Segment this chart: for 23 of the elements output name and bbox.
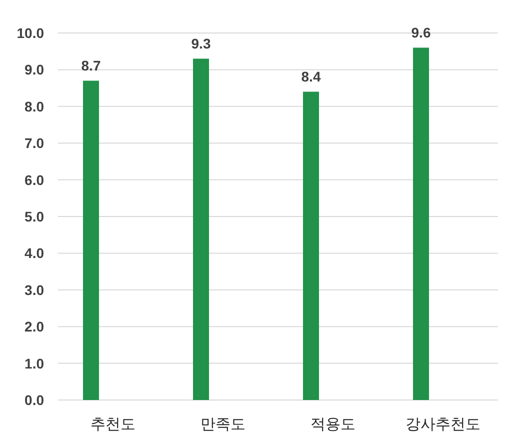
x-tick-label: 추천도 bbox=[90, 416, 136, 433]
data-label: 8.7 bbox=[81, 58, 101, 74]
y-tick-label: 1.0 bbox=[24, 355, 44, 372]
data-label: 9.3 bbox=[191, 36, 211, 52]
bar bbox=[413, 48, 429, 400]
data-label: 9.6 bbox=[411, 24, 431, 41]
bar bbox=[83, 80, 99, 400]
y-tick-label: 9.0 bbox=[24, 62, 44, 78]
data-label: 8.4 bbox=[301, 68, 321, 85]
y-tick-label: 3.0 bbox=[24, 282, 44, 298]
y-tick-label: 0.0 bbox=[24, 392, 44, 408]
x-tick-label: 강사추천도 bbox=[406, 416, 480, 433]
x-tick-label: 적용도 bbox=[310, 416, 356, 433]
y-tick-label: 5.0 bbox=[24, 208, 44, 224]
bar bbox=[303, 92, 319, 400]
y-tick-label: 6.0 bbox=[24, 172, 44, 188]
y-tick-label: 2.0 bbox=[24, 318, 44, 335]
y-tick-label: 8.0 bbox=[24, 98, 44, 114]
x-tick-label: 만족도 bbox=[200, 416, 246, 433]
bar bbox=[193, 58, 209, 400]
y-tick-label: 10.0 bbox=[16, 25, 44, 41]
y-tick-label: 7.0 bbox=[24, 135, 44, 152]
y-tick-label: 4.0 bbox=[24, 245, 44, 262]
